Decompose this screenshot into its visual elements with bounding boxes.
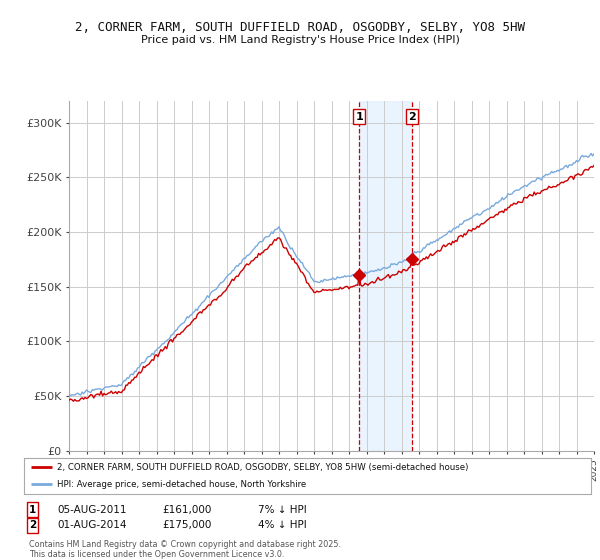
Text: Contains HM Land Registry data © Crown copyright and database right 2025.
This d: Contains HM Land Registry data © Crown c… xyxy=(29,540,341,559)
Bar xyxy=(359,101,412,451)
Text: 1: 1 xyxy=(29,505,36,515)
Text: 4% ↓ HPI: 4% ↓ HPI xyxy=(258,520,307,530)
Text: Price paid vs. HM Land Registry's House Price Index (HPI): Price paid vs. HM Land Registry's House … xyxy=(140,35,460,45)
Text: £161,000: £161,000 xyxy=(162,505,211,515)
Text: 05-AUG-2011: 05-AUG-2011 xyxy=(57,505,127,515)
Text: 2: 2 xyxy=(29,520,36,530)
Text: 7% ↓ HPI: 7% ↓ HPI xyxy=(258,505,307,515)
Text: £175,000: £175,000 xyxy=(162,520,211,530)
Text: HPI: Average price, semi-detached house, North Yorkshire: HPI: Average price, semi-detached house,… xyxy=(57,479,306,488)
Text: 2: 2 xyxy=(408,111,416,122)
Text: 1: 1 xyxy=(355,111,363,122)
Text: 01-AUG-2014: 01-AUG-2014 xyxy=(57,520,127,530)
Text: 2, CORNER FARM, SOUTH DUFFIELD ROAD, OSGODBY, SELBY, YO8 5HW (semi-detached hous: 2, CORNER FARM, SOUTH DUFFIELD ROAD, OSG… xyxy=(57,463,468,472)
Text: 2, CORNER FARM, SOUTH DUFFIELD ROAD, OSGODBY, SELBY, YO8 5HW: 2, CORNER FARM, SOUTH DUFFIELD ROAD, OSG… xyxy=(75,21,525,34)
